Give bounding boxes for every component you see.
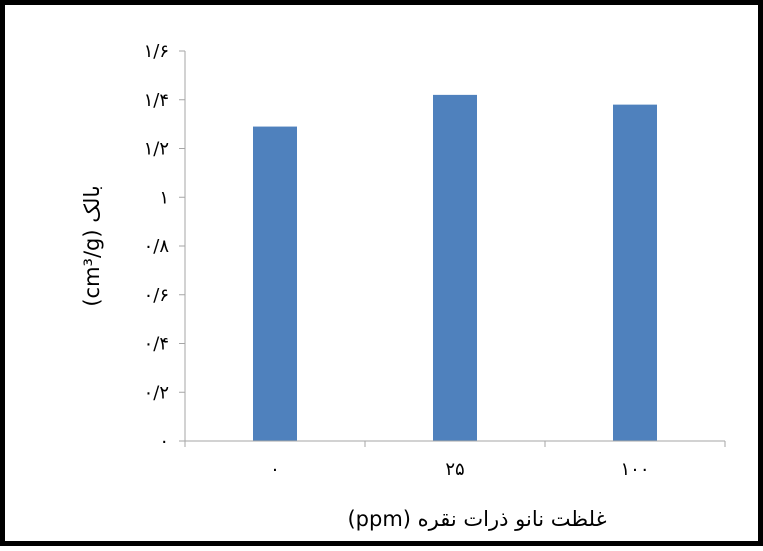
x-tick-label-2: ۱۰۰ xyxy=(620,459,649,480)
y-tick-label-3: ۰/۶ xyxy=(144,285,169,306)
y-tick-label-2: ۰/۴ xyxy=(144,334,169,355)
x-tick-label-0: ۰ xyxy=(270,459,280,480)
y-tick-label-8: ۱/۶ xyxy=(144,41,169,62)
y-tick-label-1: ۰/۲ xyxy=(144,382,169,403)
x-tick-label-1: ۲۵ xyxy=(445,459,464,480)
y-tick-label-5: ۱ xyxy=(159,187,169,208)
y-axis-title: بالک (cm³/g) xyxy=(80,185,104,306)
bar-chart: ۰ ۰/۲ ۰/۴ ۰/۶ ۰/۸ ۱ ۱/۲ ۱/۴ ۱/۶ ۰ ۲۵ ۱۰۰ بالک (cm³… xyxy=(80,41,726,531)
x-axis-title: غلظت نانو ذرات نقره (ppm) xyxy=(347,507,606,531)
y-tick-label-4: ۰/۸ xyxy=(144,236,170,257)
bar-1 xyxy=(433,94,477,441)
bars-layer xyxy=(253,94,657,441)
x-ticks-layer: ۰ ۲۵ ۱۰۰ xyxy=(184,441,726,480)
bar-2 xyxy=(613,104,657,441)
bar-0 xyxy=(253,126,297,441)
y-ticks-layer: ۰ ۰/۲ ۰/۴ ۰/۶ ۰/۸ ۱ ۱/۲ ۱/۴ ۱/۶ xyxy=(144,41,185,452)
y-tick-label-6: ۱/۲ xyxy=(144,139,169,160)
y-tick-label-7: ۱/۴ xyxy=(144,90,169,111)
y-tick-label-0: ۰ xyxy=(159,431,169,452)
